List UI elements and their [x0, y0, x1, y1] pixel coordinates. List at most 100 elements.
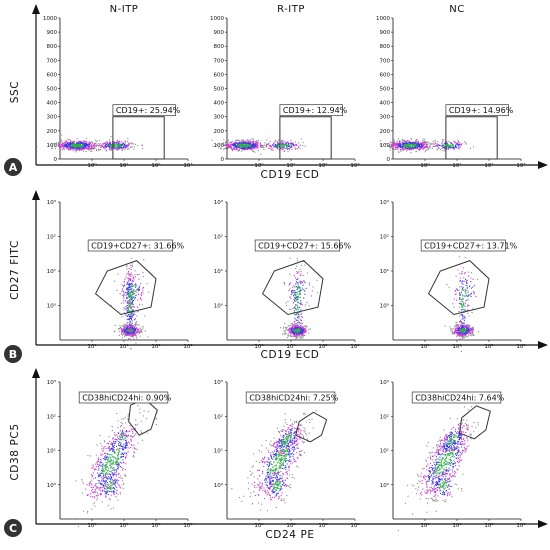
event-dot [155, 417, 157, 419]
event-dot [90, 147, 92, 149]
event-dot [122, 480, 124, 482]
event-dot [130, 302, 132, 304]
event-dot [398, 140, 400, 142]
event-dot [467, 296, 469, 298]
event-dot [131, 290, 133, 292]
event-dot [460, 309, 462, 311]
event-dot [107, 484, 109, 486]
event-dot [465, 339, 467, 341]
event-dot [396, 141, 398, 143]
event-dot [106, 482, 108, 484]
event-dot [57, 144, 59, 146]
event-dot [464, 289, 466, 291]
event-dot [136, 311, 138, 313]
event-dot [456, 325, 458, 327]
event-dot [97, 493, 99, 495]
event-dot [311, 290, 313, 292]
event-dot [429, 145, 431, 147]
event-dot [127, 436, 129, 438]
event-dot [131, 323, 133, 325]
y-tick-label: 400 [47, 101, 58, 107]
event-dot [77, 144, 79, 146]
event-dot [220, 147, 222, 149]
y-tick-label: 10² [47, 413, 56, 420]
event-dot [294, 141, 296, 143]
event-dot [442, 146, 444, 148]
event-dot [438, 147, 440, 149]
event-dot [472, 326, 474, 328]
event-dot [452, 146, 454, 148]
event-dot [111, 485, 113, 487]
event-dot [122, 487, 124, 489]
event-dot [105, 456, 107, 458]
event-dot [120, 327, 122, 329]
event-dot [113, 492, 115, 494]
event-dot [102, 477, 104, 479]
event-dot [289, 328, 291, 330]
event-dot [115, 458, 117, 460]
event-dot [62, 144, 64, 146]
event-dot [278, 145, 280, 147]
event-dot [68, 144, 70, 146]
event-dot [138, 288, 140, 290]
event-dot [131, 329, 133, 331]
event-dot [304, 304, 306, 306]
event-dot [298, 322, 300, 324]
event-dot [78, 148, 80, 150]
event-dot [66, 142, 68, 144]
event-dot [289, 142, 291, 144]
event-dot [227, 148, 229, 150]
event-dot [102, 447, 104, 449]
event-dot [124, 445, 126, 447]
event-dot [135, 323, 137, 325]
event-dot [296, 324, 298, 326]
event-dot [268, 142, 270, 144]
y-tick-label: 100 [214, 143, 225, 149]
event-dot [137, 405, 139, 407]
event-dot [238, 146, 240, 148]
event-dot [127, 322, 129, 324]
event-dot [126, 298, 128, 300]
event-dot [130, 269, 132, 271]
event-dot [100, 145, 102, 147]
event-dot [147, 429, 149, 431]
panel-title: NC [449, 4, 464, 15]
event-dot [129, 284, 131, 286]
event-dot [137, 423, 139, 425]
event-dot [404, 140, 406, 142]
event-dot [61, 148, 63, 150]
event-dot [402, 143, 404, 145]
event-dot [293, 310, 295, 312]
event-dot [106, 477, 108, 479]
event-dot [110, 442, 112, 444]
event-dot [110, 136, 112, 138]
event-dot [300, 319, 302, 321]
event-dot [276, 144, 278, 146]
event-dot [116, 445, 118, 447]
event-dot [105, 464, 107, 466]
event-dot [51, 145, 53, 147]
event-dot [460, 322, 462, 324]
event-dot [65, 145, 67, 147]
event-dot [451, 144, 453, 146]
event-dot [76, 145, 78, 147]
event-dot [287, 145, 289, 147]
x-tick-label: 10³ [183, 522, 192, 529]
event-dot [121, 429, 123, 431]
event-dot [460, 319, 462, 321]
x-tick-label: 10⁰ [420, 343, 430, 350]
event-dot [464, 326, 466, 328]
event-dot [74, 140, 76, 142]
event-dot [128, 280, 130, 282]
event-dot [135, 328, 137, 330]
event-dot [296, 145, 298, 147]
event-dot [296, 336, 298, 338]
event-dot [459, 315, 461, 317]
event-dot [96, 144, 98, 146]
event-dot [406, 141, 408, 143]
event-dot [105, 455, 107, 457]
event-dot [129, 328, 131, 330]
event-dot [95, 483, 97, 485]
event-dot [464, 272, 466, 274]
event-dot [473, 328, 475, 330]
